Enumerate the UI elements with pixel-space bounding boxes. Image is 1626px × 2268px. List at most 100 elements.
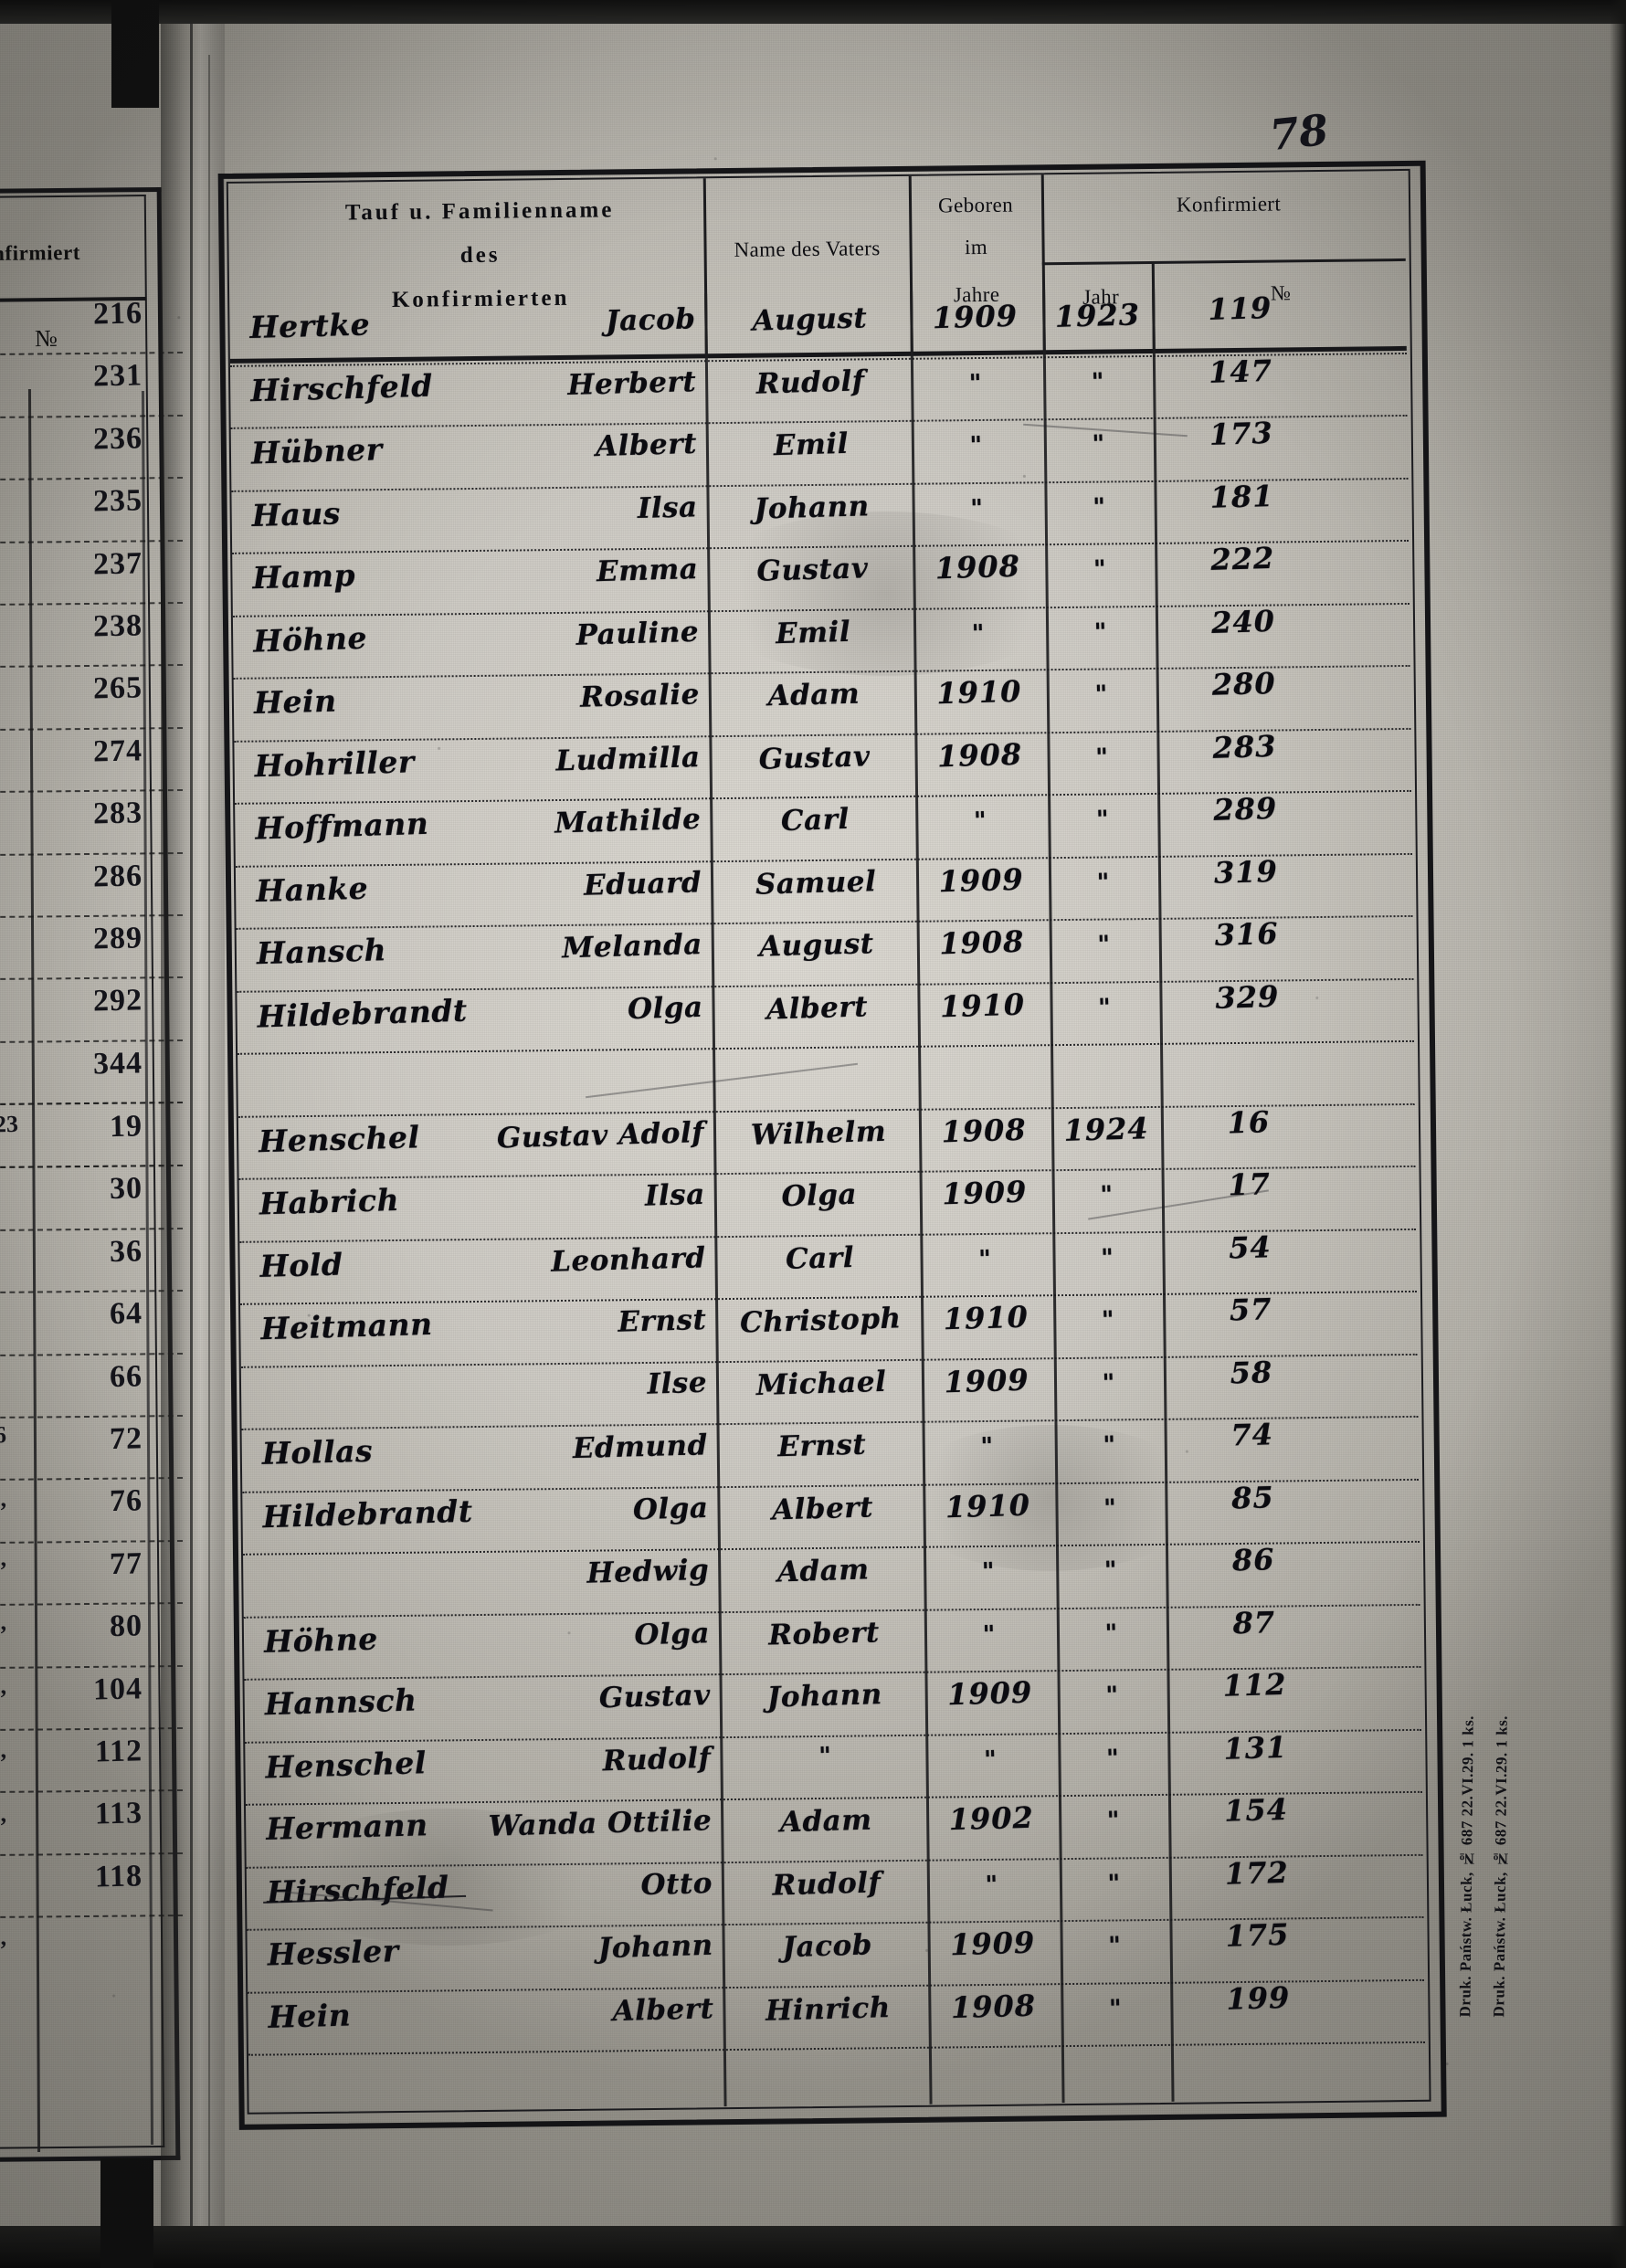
left-stub-row-rule (0, 352, 184, 356)
left-stub-row-rule (0, 1352, 184, 1356)
cell-given-name: Rosalie (579, 678, 701, 714)
cell-birth-year: " (969, 494, 985, 522)
left-stub-number: 231 (92, 358, 143, 394)
cell-confirm-year: " (1095, 806, 1111, 834)
cell-birth-year: " (973, 807, 988, 836)
left-stub-row-rule (0, 1414, 184, 1419)
cell-confirm-number: 58 (1230, 1354, 1273, 1391)
cell-father-name: August (752, 301, 868, 338)
cell-confirm-year: " (1094, 680, 1109, 709)
cell-father-name: Hinrich (765, 1990, 892, 2028)
cell-confirm-year: " (1103, 1431, 1117, 1460)
left-stub-row-rule (0, 1290, 184, 1294)
left-stub-number: 286 (92, 859, 143, 894)
cell-confirm-number: 54 (1228, 1229, 1272, 1265)
cell-confirm-number: 329 (1214, 978, 1280, 1016)
cell-father-name: Adam (776, 1553, 871, 1589)
cell-confirm-number: 280 (1211, 665, 1277, 702)
cell-given-name: Ludmilla (554, 740, 702, 778)
cell-father-name: August (758, 927, 875, 964)
left-stub-edge-fragment: ,, (0, 1800, 7, 1828)
left-stub-number: 30 (109, 1171, 143, 1207)
left-stub-number: 118 (94, 1859, 143, 1894)
cell-confirm-number: 173 (1209, 415, 1274, 452)
left-stub-row-rule (0, 726, 184, 731)
left-stub-row-rule (0, 1227, 184, 1231)
cell-given-name: Albert (612, 1991, 714, 2028)
cell-confirm-number: 289 (1212, 790, 1278, 828)
cell-birth-year: " (983, 1746, 998, 1774)
cell-confirm-number: 172 (1224, 1854, 1290, 1892)
left-stub-row-rule (0, 1477, 184, 1482)
left-stub-number: 66 (109, 1359, 143, 1394)
film-edge-right (1610, 0, 1626, 2268)
left-stub-row-rule (0, 1602, 184, 1607)
ink-bleed-through (694, 512, 1078, 676)
cell-given-name: Hedwig (586, 1553, 710, 1590)
cell-birth-year: " (980, 1432, 995, 1461)
cell-confirm-number: 17 (1227, 1166, 1272, 1203)
cell-birth-year: 1910 (939, 986, 1026, 1024)
cell-confirm-year: " (1108, 1994, 1124, 2023)
left-stub-row-rule (0, 477, 184, 481)
ink-bleed-through (895, 1425, 1206, 1571)
cell-confirm-year: " (1100, 1243, 1115, 1272)
cell-confirm-number: 199 (1225, 1979, 1291, 2017)
cell-confirm-number: 283 (1212, 728, 1277, 765)
main-register-page: Tauf u. Familienname des Konfirmierten N… (217, 106, 1447, 2156)
cell-confirm-year: " (1102, 1368, 1116, 1398)
cell-birth-year: 1902 (948, 1799, 1035, 1838)
left-stub-row-rule (0, 539, 184, 543)
header-name-line1: Tauf u. Familienname (344, 197, 615, 226)
cell-given-name: Gustav Adolf (496, 1115, 705, 1155)
header-father: Name des Vaters (734, 237, 881, 261)
cell-confirm-year: " (1106, 1807, 1121, 1835)
cell-confirm-year: " (1100, 1181, 1114, 1209)
left-stub-row-rule (0, 1102, 184, 1106)
cell-birth-year: " (982, 1620, 997, 1649)
cell-given-name: Eduard (583, 865, 702, 902)
cell-confirm-number: 74 (1230, 1417, 1274, 1453)
cell-birth-year: 1909 (943, 1362, 1030, 1399)
cell-birth-year: 1910 (943, 1299, 1029, 1337)
cell-confirm-number: 16 (1227, 1103, 1271, 1141)
cell-father-name: Samuel (755, 864, 877, 902)
table-row-rule (248, 2041, 1425, 2056)
left-stub-number: 237 (92, 546, 143, 582)
cell-confirm-year: " (1091, 367, 1105, 396)
cell-father-name: Rudolf (755, 364, 866, 401)
cell-confirm-number: 131 (1222, 1729, 1288, 1767)
cell-confirm-number: 112 (1222, 1666, 1288, 1704)
cell-father-name: Olga (780, 1177, 858, 1214)
cell-confirm-number: 240 (1210, 603, 1276, 640)
cell-birth-year: 1908 (934, 548, 1021, 586)
cell-birth-year: 1910 (945, 1487, 1031, 1524)
left-stub-row-rule (0, 1789, 184, 1794)
cell-confirm-year: " (1093, 555, 1108, 584)
cell-father-name: Adam (767, 677, 861, 713)
cell-confirm-number: 181 (1209, 478, 1274, 515)
cell-given-name: Ilsa (637, 490, 699, 525)
cell-confirm-number: 222 (1209, 540, 1275, 577)
header-born-line1: Geboren (937, 193, 1014, 217)
cell-father-name: Wilhelm (750, 1114, 887, 1152)
left-stub-number: 235 (92, 483, 143, 519)
left-stub-edge-fragment: ,, (0, 1545, 7, 1572)
cell-confirm-year: 1924 (1062, 1110, 1150, 1148)
film-edge-tab-top (111, 0, 159, 108)
left-stub-row-rule (0, 664, 184, 669)
left-stub-edge-fragment: ,, (0, 1672, 7, 1700)
left-stub-edge-fragment: ,, (0, 1924, 7, 1951)
cell-given-name: Ilse (646, 1366, 708, 1401)
cell-confirm-year: " (1104, 1619, 1119, 1648)
header-name-line2: des (459, 242, 501, 269)
cell-confirm-year: " (1092, 492, 1107, 522)
cell-given-name: Leonhard (550, 1240, 706, 1279)
cell-confirm-year: " (1103, 1493, 1118, 1523)
left-stub-edge-fragment: ,, (0, 1609, 7, 1636)
left-stub-row-rule (0, 1726, 184, 1732)
cell-confirm-year: " (1094, 743, 1110, 772)
cell-father-name: Ernst (776, 1428, 867, 1464)
